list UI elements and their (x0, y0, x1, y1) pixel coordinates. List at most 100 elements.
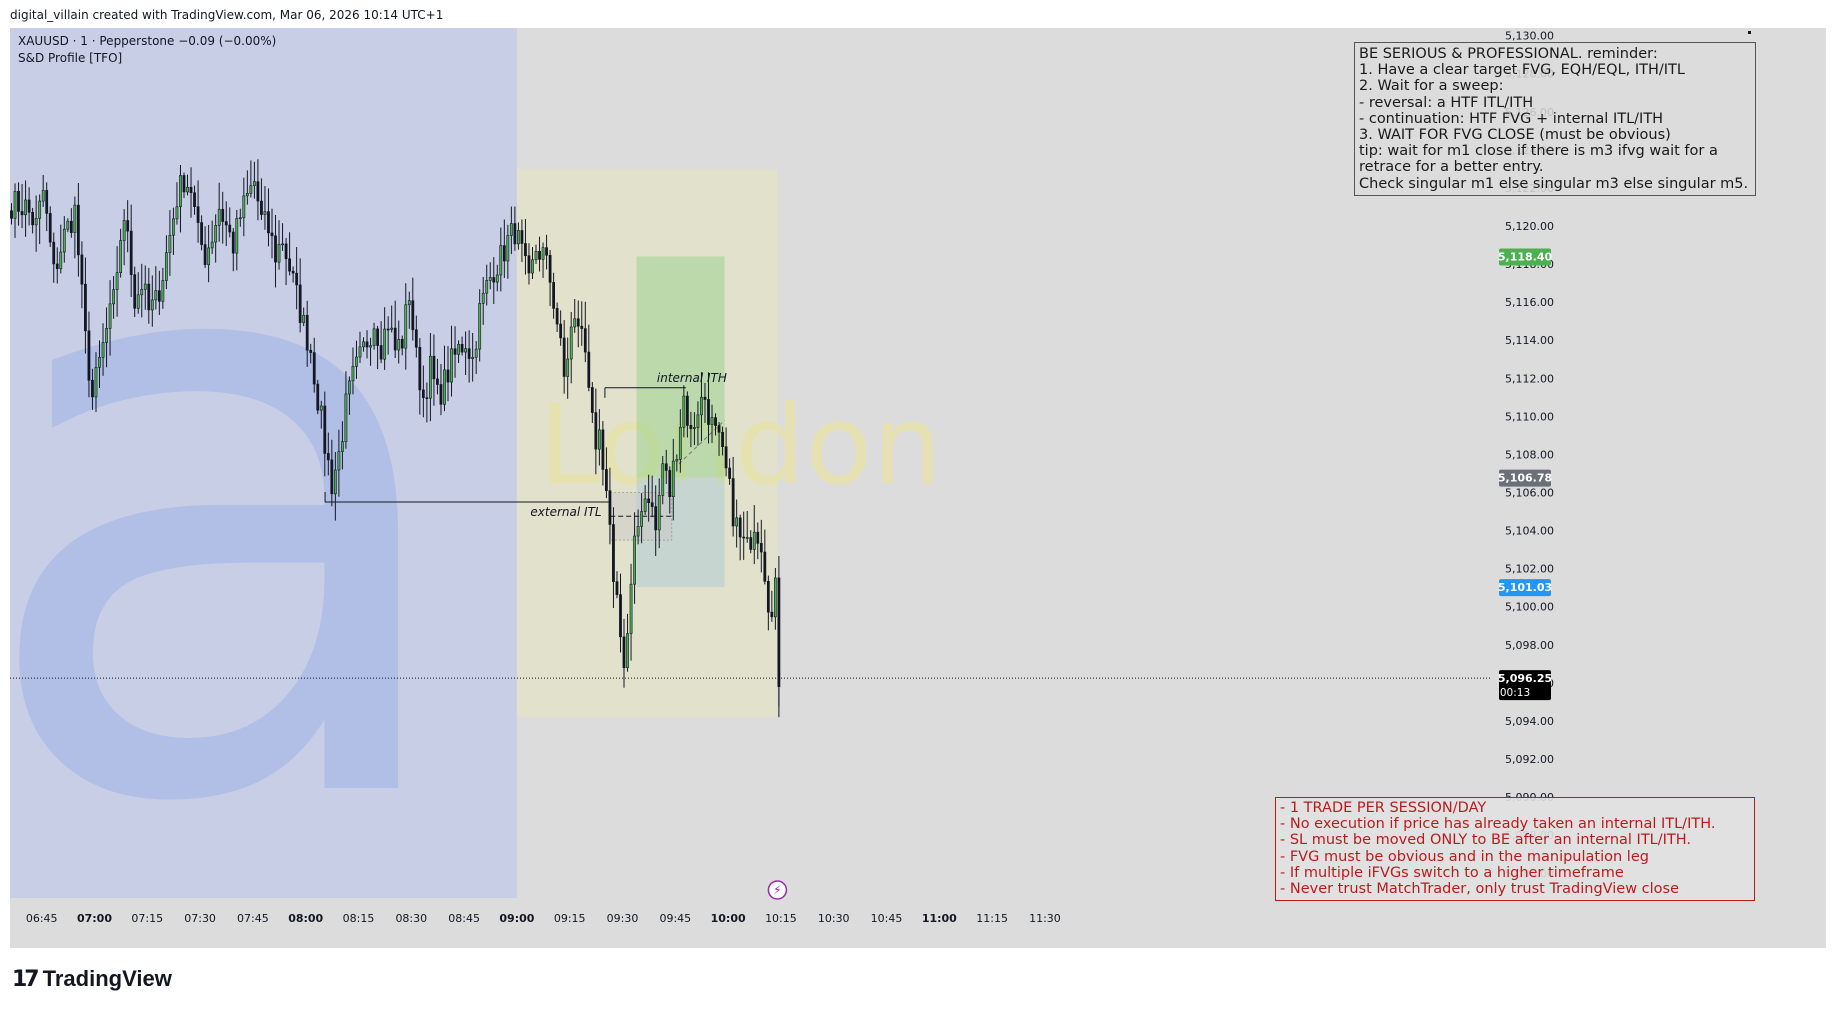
x-axis-tick-label: 09:30 (607, 912, 639, 925)
candle-body (38, 200, 42, 219)
candle-body (626, 633, 629, 669)
candle-body (481, 292, 485, 304)
candle-body (175, 206, 179, 220)
candle-body (502, 245, 506, 262)
candle-body (745, 537, 749, 539)
candle-body (69, 220, 73, 233)
candle-body (108, 303, 112, 329)
y-axis-tick-label: 5,098.00 (1505, 639, 1554, 652)
y-axis-tick-label: 5,102.00 (1505, 563, 1554, 576)
candle-body (538, 250, 541, 260)
x-axis-tick-label: 09:15 (554, 912, 586, 925)
y-axis-tick-label: 5,114.00 (1505, 334, 1554, 347)
candle-body (689, 425, 693, 429)
candle-body (411, 300, 415, 331)
candle-body (527, 255, 531, 274)
candle-body (467, 348, 471, 359)
x-axis-tick-label: 11:15 (976, 912, 1008, 925)
candle-body (439, 384, 443, 405)
candle-body (291, 270, 295, 274)
london-session-box (516, 168, 778, 718)
candle-body (189, 186, 193, 193)
symbol-legend[interactable]: XAUUSD · 1 · Pepperstone −0.09 (−0.00%) (18, 34, 277, 48)
candle-body (488, 277, 492, 281)
reminder-line: BE SERIOUS & PROFESSIONAL. reminder: (1359, 46, 1658, 62)
candle-body (474, 348, 478, 358)
reminder-line: 2. Wait for a sweep: (1359, 78, 1504, 95)
candle-body (73, 204, 77, 233)
target-price-tag-bg[interactable] (1499, 248, 1551, 266)
stop-price-tag-bg[interactable] (1499, 579, 1551, 597)
candle-body (756, 531, 760, 544)
candle-body (703, 396, 707, 400)
candle-body (172, 218, 175, 236)
candle-body (105, 328, 108, 343)
candle-body (601, 429, 605, 470)
candle-body (671, 460, 675, 497)
reminder-line: tip: wait for m1 close if there is m3 if… (1359, 143, 1718, 160)
candle-body (55, 263, 59, 270)
chart-corner-marker (1748, 31, 1751, 34)
candle-body (766, 581, 770, 613)
x-axis-tick-label: 07:45 (237, 912, 269, 925)
candle-body (316, 383, 320, 411)
x-axis-tick-label: 06:45 (26, 912, 58, 925)
candle-body (62, 228, 66, 253)
entry-price-tag-bg[interactable] (1499, 469, 1551, 487)
candle-body (608, 490, 612, 525)
candle-body (517, 230, 520, 245)
candle-body (115, 272, 119, 290)
candle-body (161, 280, 165, 302)
y-axis-tick-label: 5,094.00 (1505, 715, 1554, 728)
candle-body (685, 395, 689, 426)
candle-body (675, 459, 679, 462)
reminder-note[interactable]: BE SERIOUS & PROFESSIONAL. reminder: 1. H… (1354, 42, 1756, 196)
candle-body (129, 230, 133, 275)
candle-body (657, 495, 661, 531)
candle-body (203, 244, 207, 266)
candle-body (495, 274, 499, 283)
candle-body (34, 218, 38, 226)
candle-body (112, 289, 115, 305)
candle-body (773, 577, 777, 618)
candle-body (478, 303, 482, 350)
candle-body (509, 223, 513, 236)
reminder-line: Check singular m1 else singular m3 else … (1359, 175, 1749, 192)
candle-body (534, 250, 538, 261)
y-axis-tick-label: 5,110.00 (1505, 410, 1554, 423)
candle-body (333, 469, 337, 495)
candle-body (548, 254, 552, 283)
candle-body (661, 463, 665, 496)
candle-body (24, 199, 27, 216)
alert-bolt-icon[interactable] (767, 880, 788, 900)
indicator-legend[interactable]: S&D Profile [TFO] (18, 51, 123, 65)
candle-body (217, 208, 221, 226)
y-axis-tick-label: 5,120.00 (1505, 220, 1554, 233)
candle-body (84, 283, 87, 332)
y-axis-tick-label: 5,130.00 (1505, 30, 1554, 43)
candle-body (295, 272, 299, 286)
candle-body (362, 341, 365, 348)
x-axis-tick-label: 07:00 (77, 912, 112, 925)
candle-body (545, 247, 548, 256)
candle-body (707, 399, 710, 425)
rules-note[interactable]: - 1 TRADE PER SESSION/DAY - No execution … (1275, 797, 1755, 902)
chart-area[interactable]: a London internal ITH external ITL 5,086… (10, 28, 1826, 948)
candle-body (460, 343, 464, 353)
tradingview-logo[interactable]: 17 TradingView (12, 966, 172, 992)
y-axis-tick-label: 5,106.00 (1505, 487, 1554, 500)
candle-body (429, 355, 432, 399)
candle-body (531, 259, 534, 274)
candle-body (573, 318, 577, 328)
candle-body (369, 345, 372, 348)
candle-body (249, 185, 253, 194)
candle-body (150, 299, 154, 311)
last-price-tag-bg[interactable] (1499, 670, 1551, 701)
candle-body (499, 245, 503, 276)
candle-body (267, 211, 270, 234)
candle-body (664, 463, 668, 471)
candle-body (619, 594, 622, 638)
tradingview-mark-icon: 17 (12, 966, 40, 992)
candle-body (714, 417, 717, 426)
candle-body (193, 192, 196, 208)
